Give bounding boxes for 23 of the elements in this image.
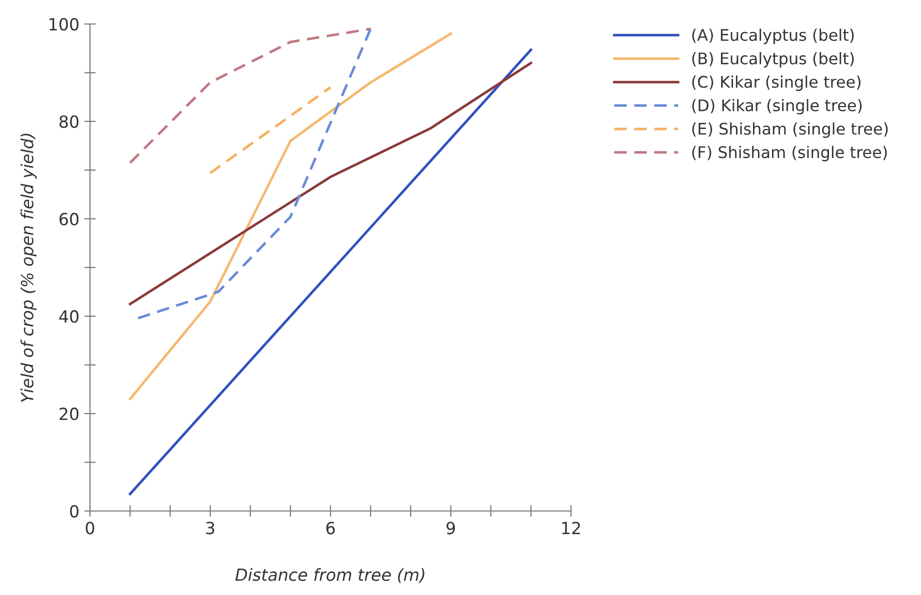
line-series (128, 28, 372, 164)
line-series (136, 28, 372, 320)
x-tick-label: 9 (446, 522, 455, 534)
y-tick-label: 40 (59, 310, 78, 323)
y-axis-title: Yield of crop (% open field yield) (20, 134, 37, 402)
x-tick-label: 12 (562, 522, 580, 534)
legend-label: (B) Eucalytpus (belt) (692, 52, 854, 68)
legend-label: (A) Eucalyptus (belt) (692, 28, 854, 44)
x-axis-title: Distance from tree (m) (235, 568, 424, 583)
legend-label: (F) Shisham (single tree) (692, 146, 887, 162)
line-series (128, 32, 452, 400)
legend-label: (E) Shisham (single tree) (692, 122, 888, 138)
y-tick-label: 100 (50, 18, 78, 31)
y-tick-label: 80 (60, 115, 78, 128)
y-tick-label: 0 (70, 504, 78, 518)
y-tick-label: 20 (60, 408, 78, 420)
y-tick-label: 60 (60, 212, 78, 226)
x-tick-label: 0 (86, 522, 94, 534)
legend-label: (C) Kikar (single tree) (692, 76, 860, 91)
line-series (128, 62, 532, 306)
x-tick-label: 6 (326, 522, 335, 534)
legend-label: (D) Kikar (single tree) (692, 98, 862, 114)
x-tick-label: 3 (206, 522, 214, 534)
